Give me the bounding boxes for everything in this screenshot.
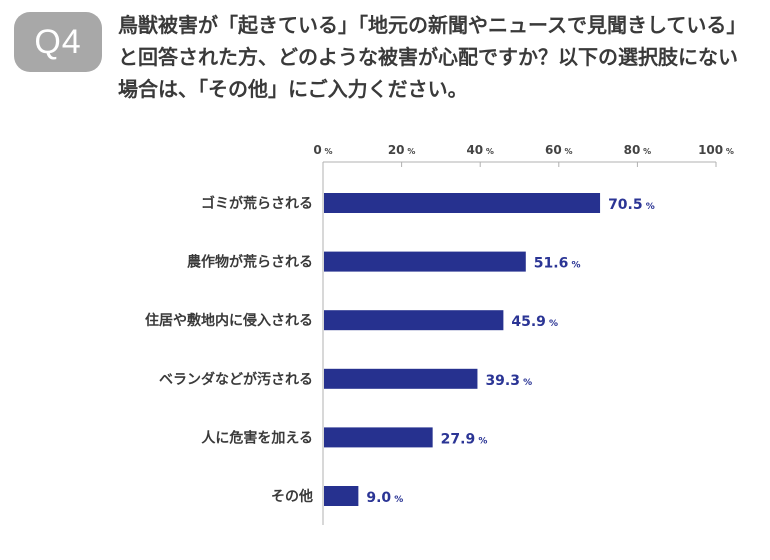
category-label: その他 [271, 488, 313, 505]
x-tick-label: 20 % [388, 143, 416, 157]
value-label: 51.6 % [534, 256, 581, 272]
value-label: 39.3 % [485, 373, 532, 389]
bar [324, 486, 359, 506]
bar [324, 427, 433, 448]
value-label: 27.9 % [441, 431, 488, 447]
bar [324, 310, 504, 331]
value-label: 70.5 % [608, 197, 655, 213]
x-tick-label: 100 % [698, 143, 734, 157]
bar [324, 193, 601, 213]
question-number-badge: Q4 [14, 12, 102, 72]
category-label: 人に危害を加える [201, 429, 313, 446]
category-label: ゴミが荒らされる [201, 195, 313, 212]
value-label: 45.9 % [511, 314, 558, 330]
category-label: 農作物が荒らされる [187, 254, 313, 271]
bar [324, 251, 526, 272]
x-tick-label: 0 % [313, 143, 332, 157]
x-tick-label: 40 % [466, 143, 494, 157]
value-label: 9.0 % [366, 490, 403, 506]
question-text: 鳥獣被害が「起きている」「地元の新聞やニュースで見聞きしている」と回答された方、… [118, 13, 747, 101]
x-tick-label: 80 % [624, 143, 652, 157]
x-tick-label: 60 % [545, 143, 573, 157]
bar [324, 368, 478, 389]
category-label: ベランダなどが汚される [159, 371, 313, 388]
category-label: 住居や敷地内に侵入される [145, 312, 313, 329]
